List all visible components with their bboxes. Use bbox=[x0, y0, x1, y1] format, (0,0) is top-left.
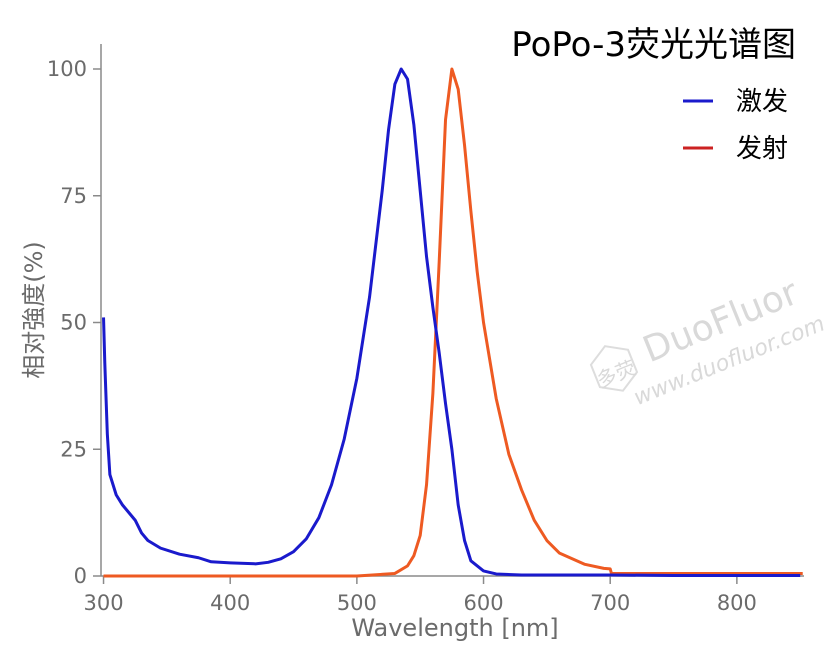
legend-label-emission: 发射 bbox=[736, 134, 788, 164]
watermark: 多荧 DuoFluor www.duofluor.com bbox=[589, 272, 826, 411]
y-ticks: 0 25 50 75 100 bbox=[47, 57, 101, 588]
chart-title: PoPo-3荧光光谱图 bbox=[511, 25, 796, 65]
x-ticks: 300 400 500 600 700 800 bbox=[83, 576, 757, 615]
y-axis-title: 相对強度(%) bbox=[20, 241, 48, 379]
y-tick-label: 75 bbox=[60, 184, 87, 208]
x-tick-label: 500 bbox=[337, 591, 377, 615]
y-tick-label: 25 bbox=[60, 437, 87, 461]
series-line-emission bbox=[103, 67, 803, 578]
y-tick-label: 50 bbox=[60, 311, 87, 335]
legend: 激发 发射 bbox=[683, 87, 788, 164]
x-tick-label: 700 bbox=[590, 591, 630, 615]
x-axis-title: Wavelength [nm] bbox=[351, 614, 558, 642]
series-line-excitation bbox=[102, 67, 801, 577]
x-tick-label: 400 bbox=[210, 591, 250, 615]
watermark-logo-icon bbox=[589, 345, 639, 392]
x-tick-label: 800 bbox=[717, 591, 757, 615]
y-tick-label: 100 bbox=[47, 57, 87, 81]
legend-label-excitation: 激发 bbox=[736, 87, 788, 117]
series-layer bbox=[102, 67, 803, 578]
y-tick-label: 0 bbox=[74, 564, 87, 588]
x-tick-label: 600 bbox=[463, 591, 503, 615]
x-tick-label: 300 bbox=[83, 591, 123, 615]
